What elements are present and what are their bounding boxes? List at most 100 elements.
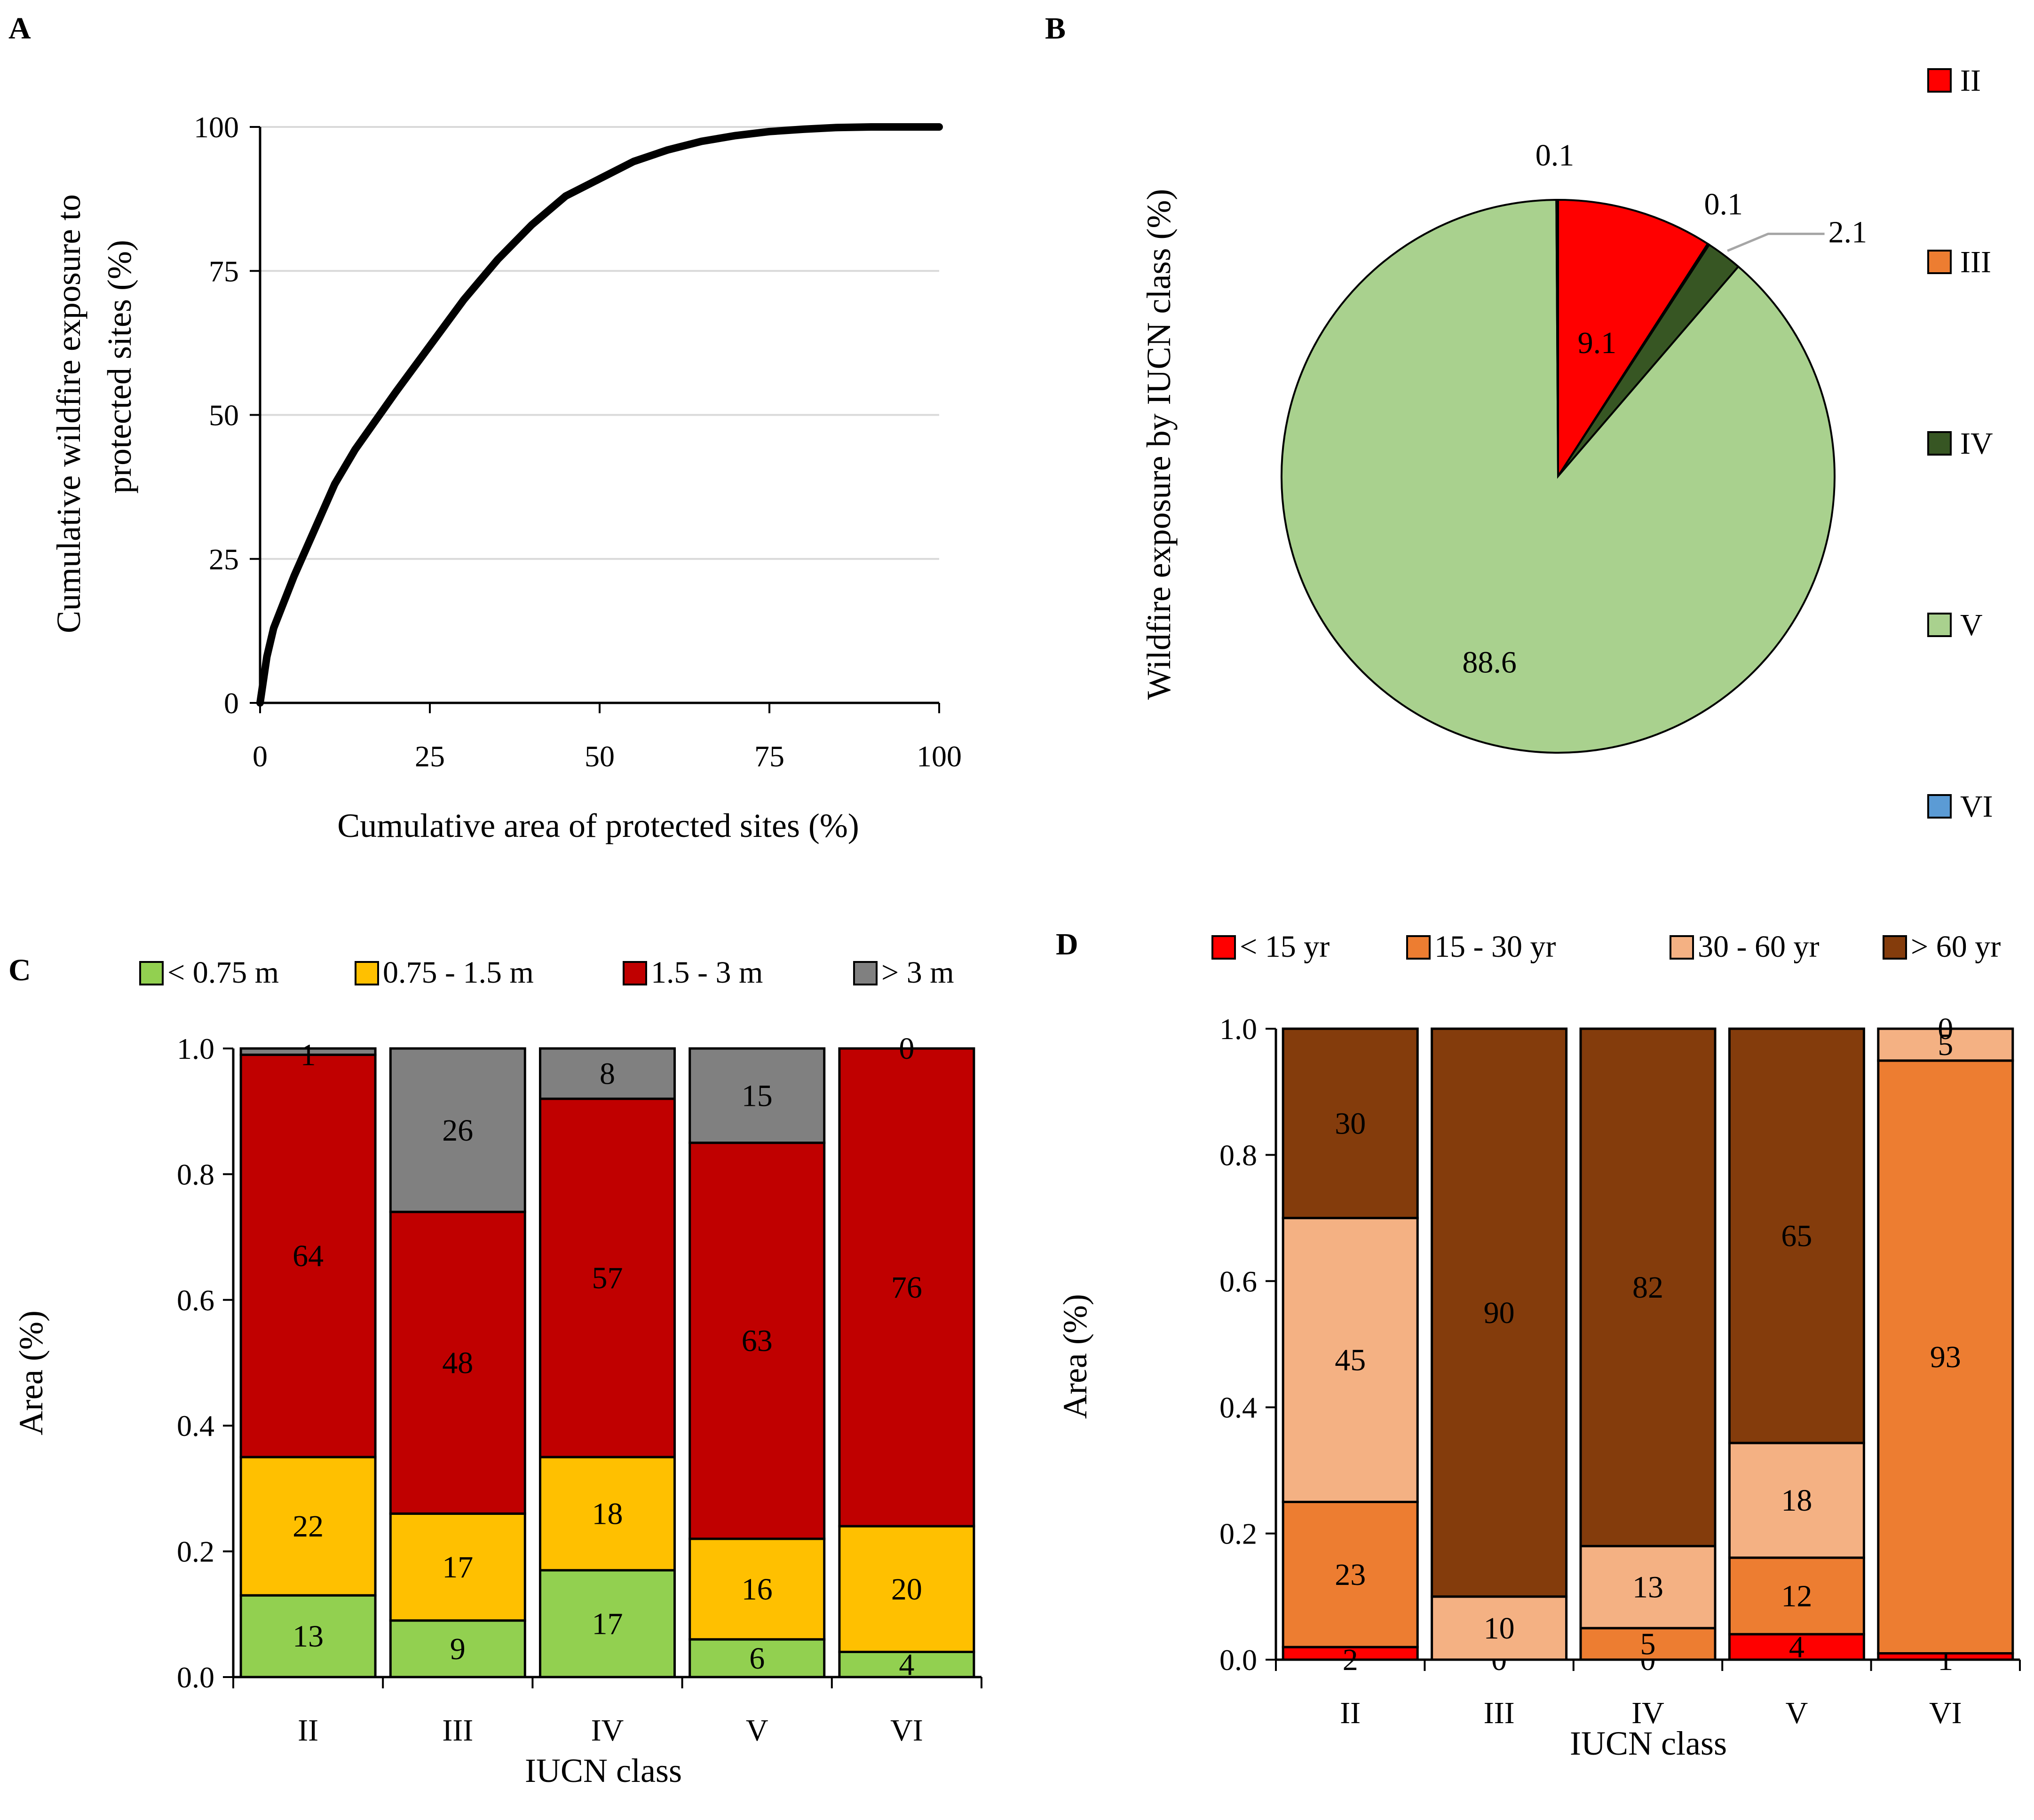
panel-a-series <box>256 123 943 707</box>
panel-c-x-tick-label-vi: VI <box>890 1713 923 1748</box>
panel-d-legend-swatch-15-30-yr <box>1406 935 1431 960</box>
panel-a-series-line <box>256 123 943 707</box>
panel-d-bar-segment-ii-30-60-yr <box>1282 1217 1419 1504</box>
panel-d-data-label-vi-30-60-yr: 5 <box>1938 1028 1953 1062</box>
panel-d-x-tick-label-ii: II <box>1340 1696 1361 1730</box>
panel-c-x-tick-label-iii: III <box>442 1713 473 1748</box>
panel-d-y-tick-label: 0.6 <box>1219 1265 1257 1298</box>
legend-label-ii: II <box>1960 63 1981 98</box>
panel-b-pie <box>1281 198 1836 754</box>
panel-d-legend-swatch-60-yr <box>1883 935 1907 960</box>
panel-c-data-label-iv-3-m: 8 <box>600 1057 615 1091</box>
panel-d-legend-label-15-30-yr: 15 - 30 yr <box>1434 930 1556 964</box>
panel-d-y-tick-label: 0.8 <box>1219 1138 1257 1172</box>
panel-d-bars: 2234530001090051382412186519350 <box>1282 1012 2014 1677</box>
panel-c-data-label-ii-1-5-3-m: 64 <box>293 1239 324 1273</box>
pie-slice-ii <box>1557 198 1709 480</box>
panel-c-data-label-vi-3-m: 0 <box>899 1032 914 1066</box>
panel-d-data-label-iv-15-30-yr: 5 <box>1640 1627 1656 1661</box>
panel-c-bar-segment-iv-1-5-3-m <box>539 1097 676 1458</box>
panel-a: A 0 25 50 75 100 0 25 50 75 100 Cumulative area … <box>8 11 962 844</box>
panel-d-bar-segment-ii-15-30-yr <box>1282 1501 1419 1648</box>
panel-d-legend-swatch-30-60-yr <box>1670 935 1694 960</box>
panel-d-y-tick-label: 0.0 <box>1219 1643 1257 1677</box>
panel-d-data-label-ii-30-60-yr: 45 <box>1335 1343 1366 1378</box>
panel-d-bar-segment-iii-30-60-yr <box>1431 1595 1568 1661</box>
panel-c-bar-segment-v-0-75-m <box>689 1638 826 1678</box>
panel-a-y-ticks: 0 25 50 75 100 <box>194 110 239 720</box>
panel-b-y-axis-label: Wildfire exposure by IUCN class (%) <box>1140 189 1178 700</box>
panel-d-bar-segment-v-60-yr <box>1728 1027 1865 1444</box>
panel-d-x-ticks: II III IV V VI <box>1340 1696 1962 1730</box>
panel-c-y-tick-label: 0.0 <box>177 1661 214 1694</box>
panel-d: D < 15 yr 15 - 30 yr 30 - 60 yr > 60 yr 0.0… <box>1056 927 2021 1762</box>
panel-a-x-tick-label: 25 <box>415 740 445 773</box>
legend-swatch-v <box>1927 613 1952 637</box>
panel-c-x-axis-label: IUCN class <box>525 1752 682 1789</box>
panel-a-x-tick-label: 100 <box>917 740 962 773</box>
panel-a-x-tick-label: 0 <box>253 740 268 773</box>
panel-c-data-label-ii-3-m: 1 <box>301 1038 316 1072</box>
panel-a-x-tick-label: 50 <box>585 740 615 773</box>
panel-d-bar-segment-iii-60-yr <box>1431 1027 1568 1598</box>
panel-a-y-axis-label-line2: protected sites (%) <box>101 240 138 494</box>
panel-c: C < 0.75 m 0.75 - 1.5 m 1.5 - 3 m > 3 m 0.0… <box>8 953 982 1789</box>
panel-d-y-tick-label: 1.0 <box>1219 1012 1257 1046</box>
panel-d-y-tick-label: 0.2 <box>1219 1517 1257 1551</box>
panel-a-y-tick-label: 25 <box>209 543 239 576</box>
panel-c-data-label-ii-0-75-m: 13 <box>293 1619 324 1654</box>
panel-d-legend-label-30-60-yr: 30 - 60 yr <box>1698 930 1819 964</box>
pie-data-label-v: 88.6 <box>1462 645 1517 679</box>
panel-b-label: B <box>1045 11 1066 46</box>
legend-label-iii: III <box>1960 245 1991 279</box>
panel-c-data-label-iii-0-75-1-5-m: 17 <box>442 1550 473 1584</box>
panel-d-data-label-v-15-30-yr: 12 <box>1781 1579 1812 1613</box>
panel-d-data-label-v-15-yr: 4 <box>1789 1630 1804 1664</box>
panel-c-y-tick-label: 0.6 <box>177 1284 214 1317</box>
panel-c-legend-label-0-75-1-5-m: 0.75 - 1.5 m <box>383 955 534 990</box>
panel-c-label: C <box>8 953 31 987</box>
panel-c-bar-segment-v-1-5-3-m <box>689 1142 826 1540</box>
panel-c-bar-segment-iv-3-m <box>539 1047 676 1100</box>
legend-swatch-ii <box>1927 68 1952 93</box>
panel-b-data-labels: 9.1 0.1 2.1 88.6 0.1 <box>1462 138 1867 679</box>
panel-c-legend-label-3-m: > 3 m <box>881 955 954 990</box>
panel-a-y-axis-label-line1: Cumulative wildfire exposure to <box>50 194 87 633</box>
panel-d-bar-segment-v-15-30-yr <box>1728 1556 1865 1636</box>
panel-a-y-tick-label: 0 <box>224 686 239 720</box>
panel-d-bar-segment-v-15-yr <box>1728 1633 1865 1661</box>
panel-c-x-ticks: II III IV V VI <box>298 1713 923 1748</box>
panel-d-bar-segment-iv-60-yr <box>1579 1027 1717 1547</box>
panel-d-data-label-v-60-yr: 65 <box>1781 1219 1812 1253</box>
legend-label-v: V <box>1960 608 1983 642</box>
pie-data-label-iii: 0.1 <box>1704 187 1743 221</box>
panel-d-data-label-vi-60-yr: 0 <box>1938 1012 1953 1046</box>
panel-d-bar-segment-vi-15-30-yr <box>1877 1059 2014 1655</box>
panel-c-y-tick-label: 0.2 <box>177 1535 214 1568</box>
panel-c-legend: < 0.75 m 0.75 - 1.5 m 1.5 - 3 m > 3 m <box>139 955 954 990</box>
panel-d-y-ticks: 0.0 0.2 0.4 0.6 0.8 1.0 <box>1219 1012 1257 1677</box>
panel-c-data-label-iv-1-5-3-m: 57 <box>592 1261 623 1295</box>
panel-c-data-label-v-0-75-m: 6 <box>749 1641 765 1676</box>
panel-d-data-label-v-30-60-yr: 18 <box>1781 1483 1812 1518</box>
legend-swatch-iii <box>1927 250 1952 274</box>
panel-d-data-label-ii-15-yr: 2 <box>1343 1643 1358 1677</box>
panel-d-data-label-ii-15-30-yr: 23 <box>1335 1558 1366 1592</box>
panel-c-y-tick-label: 0.8 <box>177 1158 214 1191</box>
panel-c-x-tick-label-iv: IV <box>591 1713 624 1748</box>
legend-label-vi: VI <box>1960 789 1993 824</box>
panel-c-bar-segment-iii-0-75-m <box>389 1619 526 1678</box>
panel-c-bars: 13 22 64 1 9 17 48 26 17 18 57 8 6 16 63 15 4 20 76 0 <box>239 1032 975 1682</box>
panel-c-bar-segment-ii-3-m <box>239 1047 377 1056</box>
panel-a-x-axis-label: Cumulative area of protected sites (%) <box>337 807 859 844</box>
panel-d-data-label-iii-60-yr: 90 <box>1484 1296 1515 1330</box>
panel-d-x-axis-label: IUCN class <box>1570 1725 1727 1762</box>
panel-a-x-ticks: 0 25 50 75 100 <box>253 740 962 773</box>
panel-d-bar-segment-iv-30-60-yr <box>1579 1544 1717 1630</box>
panel-c-data-label-iii-3-m: 26 <box>442 1113 473 1148</box>
panel-d-legend: < 15 yr 15 - 30 yr 30 - 60 yr > 60 yr <box>1211 930 2001 964</box>
panel-c-y-axis-label: Area (%) <box>12 1310 50 1435</box>
panel-c-bar-segment-v-0-75-1-5-m <box>689 1537 826 1641</box>
